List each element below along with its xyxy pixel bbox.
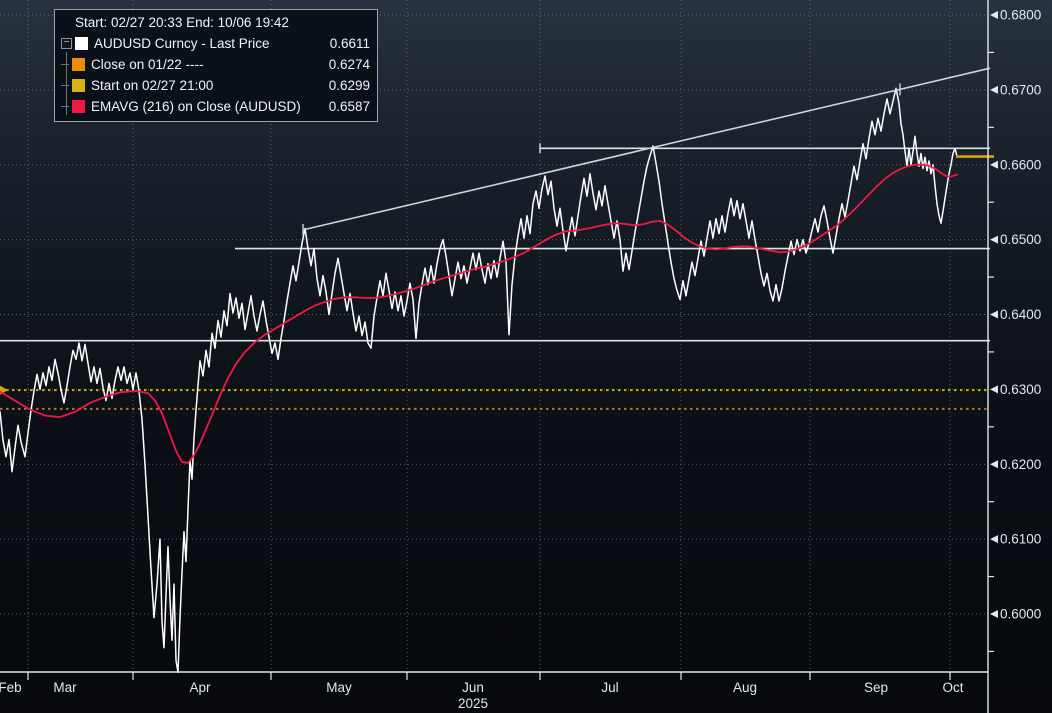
x-axis-label: Sep — [864, 680, 888, 695]
legend-tree-stub — [61, 64, 69, 65]
legend-row-close[interactable]: Close on 01/22 ---- 0.6274 — [61, 54, 370, 75]
y-tick-arrow-icon — [990, 610, 998, 618]
y-tick-arrow-icon — [990, 160, 998, 169]
price-line[interactable] — [0, 87, 958, 674]
x-axis-label: Aug — [733, 680, 757, 695]
legend-tree-stub — [61, 85, 69, 86]
x-axis-year-label: 2025 — [458, 696, 488, 711]
emavg-line[interactable] — [0, 163, 958, 464]
x-axis-label: Mar — [53, 680, 77, 695]
series-label: Close on 01/22 ---- — [91, 57, 204, 72]
y-tick-arrow-icon — [990, 85, 998, 94]
series-label: AUDUSD Curncy - Last Price — [94, 36, 270, 51]
x-axis-label: Apr — [189, 680, 211, 695]
legend-row-emavg[interactable]: EMAVG (216) on Close (AUDUSD) 0.6587 — [61, 96, 370, 117]
legend-tree-line — [66, 52, 67, 115]
series-swatch-start — [72, 79, 85, 92]
series-value: 0.6611 — [329, 36, 370, 51]
y-tick-arrow-icon — [990, 460, 998, 469]
y-tick-arrow-icon — [990, 11, 998, 19]
legend-tree-stub — [61, 106, 69, 107]
x-axis-label: Jul — [601, 680, 618, 695]
y-axis-label: 0.6700 — [1000, 82, 1041, 97]
legend-row-last-price[interactable]: − AUDUSD Curncy - Last Price 0.6611 — [61, 33, 370, 54]
y-axis-label: 0.6300 — [1000, 382, 1041, 397]
y-axis-label: 0.6100 — [1000, 532, 1041, 547]
legend-range-label: Start: 02/27 20:33 End: 10/06 19:42 — [75, 15, 289, 30]
legend-row-start[interactable]: Start on 02/27 21:00 0.6299 — [61, 75, 370, 96]
series-value: 0.6587 — [328, 99, 370, 114]
y-axis-label: 0.6500 — [1000, 232, 1041, 247]
series-swatch-close — [72, 58, 85, 71]
collapse-toggle-icon[interactable]: − — [61, 38, 72, 49]
legend-panel[interactable]: Start: 02/27 20:33 End: 10/06 19:42 − AU… — [54, 9, 378, 122]
y-axis-label: 0.6800 — [1000, 8, 1041, 23]
series-swatch-price — [75, 37, 88, 50]
x-axis-label: Feb — [0, 680, 22, 695]
y-tick-arrow-icon — [990, 235, 998, 244]
y-axis-label: 0.6200 — [1000, 457, 1041, 472]
y-tick-arrow-icon — [990, 385, 998, 394]
x-axis-label: Jun — [462, 680, 484, 695]
y-tick-arrow-icon — [990, 310, 998, 319]
series-label: Start on 02/27 21:00 — [91, 78, 214, 93]
x-axis-label: May — [326, 680, 352, 695]
series-label: EMAVG (216) on Close (AUDUSD) — [91, 99, 301, 114]
series-value: 0.6299 — [328, 78, 370, 93]
trend-line[interactable] — [302, 67, 991, 231]
y-axis-label: 0.6000 — [1000, 607, 1041, 622]
y-axis-label: 0.6400 — [1000, 307, 1041, 322]
x-axis-label: Oct — [942, 680, 963, 695]
series-swatch-emavg — [72, 100, 85, 113]
y-axis-label: 0.6600 — [1000, 157, 1041, 172]
y-tick-arrow-icon — [990, 535, 998, 544]
series-value: 0.6274 — [328, 57, 370, 72]
